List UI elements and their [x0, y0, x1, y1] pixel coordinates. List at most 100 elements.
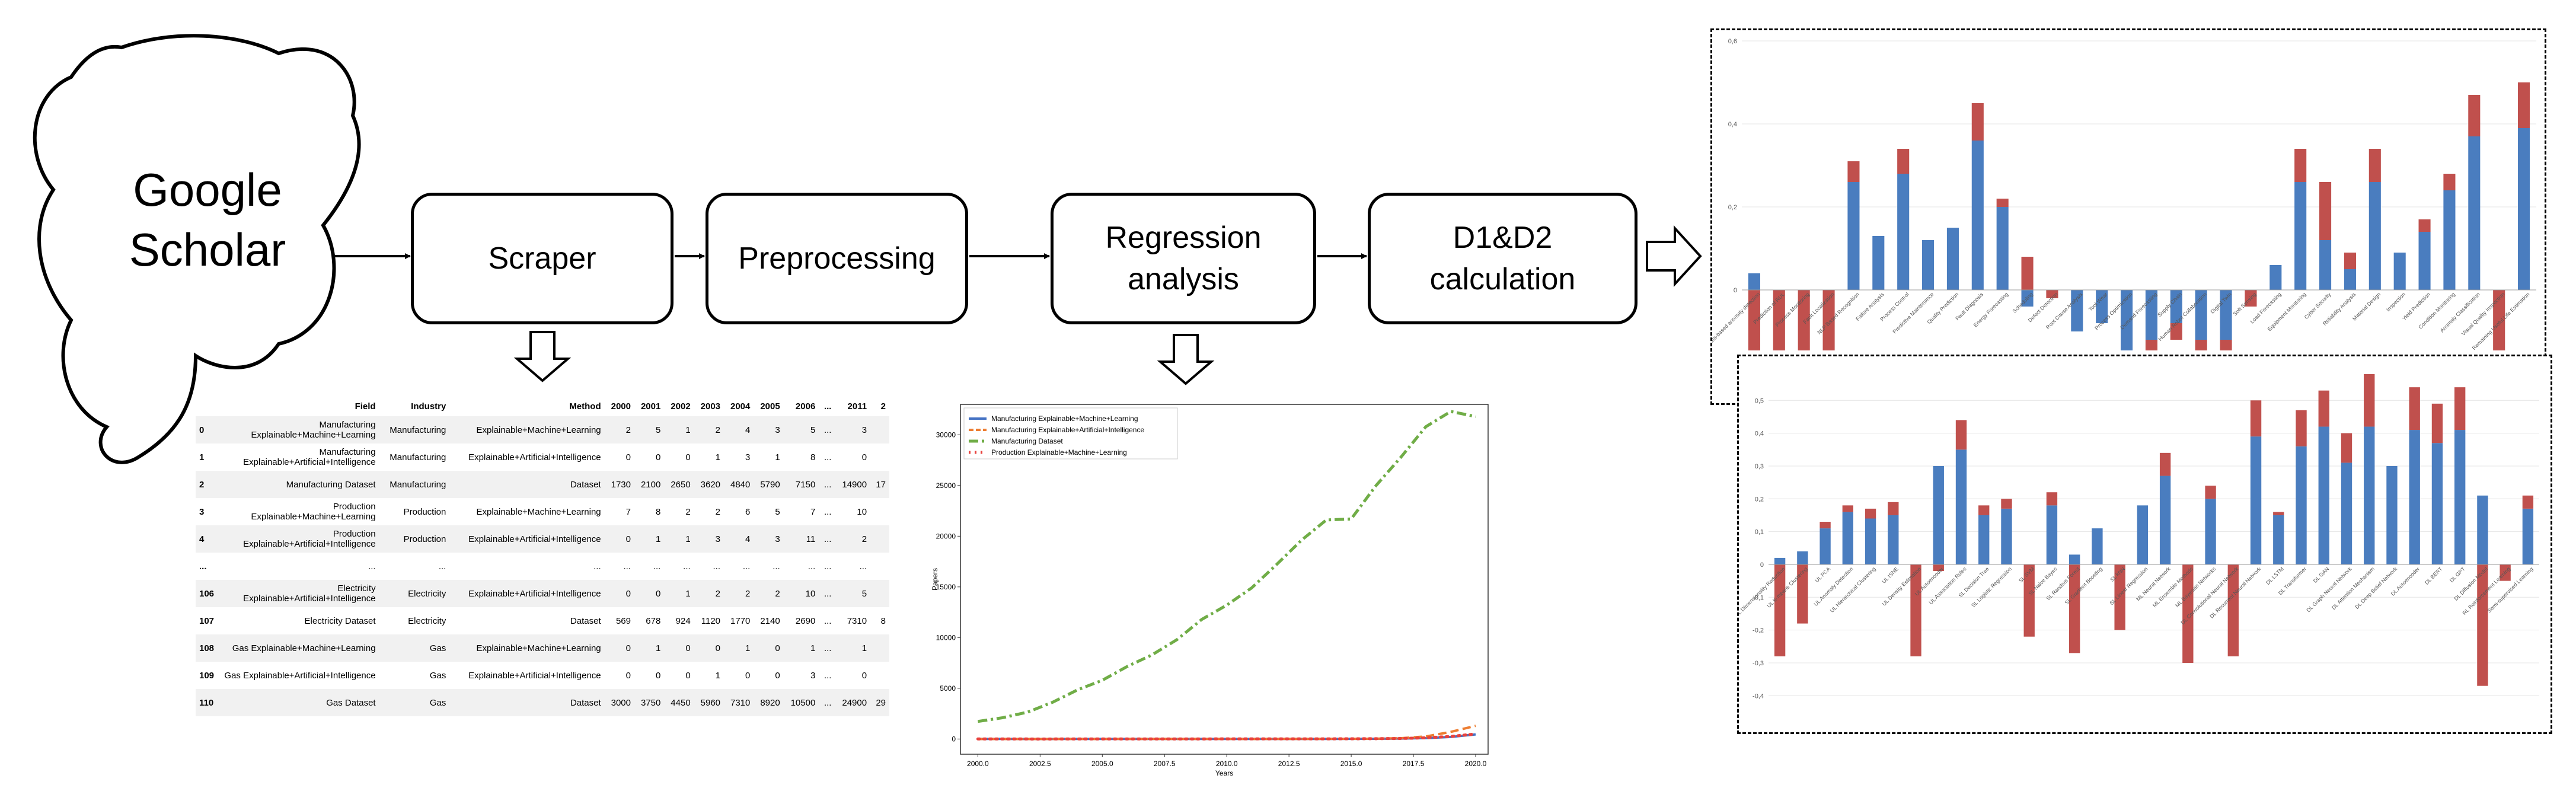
y-tick-label: 30000 [936, 430, 956, 439]
table-cell: 0 [625, 670, 631, 681]
table-cell: 2 [685, 506, 691, 517]
table-cell: 4840 [724, 471, 754, 498]
bar-d1 [1971, 141, 1984, 290]
bar-d1 [2159, 476, 2171, 564]
table-cell: 1120 [701, 615, 721, 626]
table-cell: 2 [604, 416, 634, 444]
bar-d1 [2368, 182, 2381, 290]
scraper-label: Scraper [488, 241, 596, 276]
bar-d2 [2418, 219, 2431, 232]
bar-d2 [2046, 290, 2058, 298]
table-cell: Manufacturing [390, 452, 446, 462]
d-chart-top: 0,60,40,20-0,2Data-based anomaly detecti… [1712, 38, 2536, 350]
table-cell: 2 [754, 580, 784, 607]
table-header-cell: 2003 [700, 401, 721, 411]
bar-d1 [2318, 426, 2329, 564]
d1d2-box: D1&D2 calculation [1368, 193, 1637, 324]
table-header-cell: 2006 [795, 401, 816, 411]
bar-d2 [1773, 290, 1785, 350]
table-cell: 2100 [634, 471, 665, 498]
table-cell: ... [683, 561, 691, 572]
bar-d2 [2195, 340, 2207, 350]
bar-category-label: UL tSNE [1881, 566, 1900, 585]
table-cell: Gas Explainable+Artificial+Intelligence [224, 670, 376, 681]
bar-d2 [2344, 253, 2356, 269]
table-cell: ... [807, 561, 816, 572]
cloud-line1: Google [133, 164, 282, 216]
bar-d2 [1978, 505, 1990, 515]
table-header-cell: ... [823, 401, 832, 411]
table-cell: ... [593, 561, 601, 572]
table-cell: 3 [754, 416, 784, 444]
bar-d1 [1897, 174, 1910, 290]
table-row: 1 Manufacturing Explainable+Artificial+In… [196, 444, 889, 471]
table-cell: Production [379, 525, 450, 553]
bar-d1 [1978, 515, 1990, 564]
x-axis-label: Years [1215, 769, 1233, 777]
table-cell: 0 [694, 634, 724, 662]
table-cell: 29 [870, 689, 889, 716]
d1d2-label-line2: calculation [1429, 262, 1576, 296]
bar-d1 [1933, 465, 1944, 564]
table-cell: 0 [625, 452, 631, 462]
bar-category-label: DL Graph Neural Network [2306, 566, 2353, 613]
table-cell: Electricity [408, 615, 446, 626]
table-cell: 17 [870, 471, 889, 498]
table-cell: Electricity Explainable+Artificial+Intel… [220, 580, 379, 607]
table-cell: 5 [775, 506, 780, 517]
table-cell: 3620 [694, 471, 724, 498]
y-tick-label: 0,4 [1755, 430, 1764, 438]
table-cell: ... [653, 561, 661, 572]
y-tick-label: 15000 [936, 583, 956, 591]
bar-d2 [2273, 512, 2284, 515]
bar-d2 [2493, 290, 2505, 350]
table-cell: 5 [634, 416, 665, 444]
table-cell: 8 [810, 452, 816, 462]
legend-label: Manufacturing Dataset [991, 437, 1063, 445]
table-cell: Manufacturing [379, 471, 450, 498]
bar-d2 [2023, 564, 2035, 637]
table-cell: 10500 [783, 689, 819, 716]
row-index: 110 [196, 689, 221, 716]
table-cell: 5960 [694, 689, 724, 716]
bar-d1 [1888, 515, 1899, 564]
bar-d1 [1774, 557, 1786, 564]
x-tick-label: 2010.0 [1216, 760, 1238, 768]
table-header-cell: 2000 [611, 401, 631, 411]
table-cell: 8 [655, 506, 661, 517]
legend-label: Manufacturing Explainable+Machine+Learni… [991, 414, 1138, 423]
bar-d1 [2409, 430, 2420, 564]
table-cell: 10 [857, 506, 867, 517]
bar-category-label: UL Hierarchical Clustering [1829, 566, 1877, 614]
bar-d1 [2205, 499, 2216, 564]
bar-d2 [2227, 564, 2239, 656]
bar-category-label: UL Anomaly Detection [1813, 566, 1854, 607]
table-cell: 0 [754, 634, 784, 662]
table-cell: 0 [664, 634, 694, 662]
y-tick-label: -0,4 [1753, 693, 1764, 700]
table-cell: 8920 [754, 689, 784, 716]
table-header-cell: 2005 [760, 401, 780, 411]
bar-d1 [2341, 462, 2352, 564]
table-cell: Dataset [449, 471, 605, 498]
table-row: ....................................... [196, 553, 889, 580]
bar-d1 [1797, 551, 1808, 564]
table-header-cell: 2004 [730, 401, 751, 411]
table-cell: ... [823, 561, 832, 572]
table-cell: Gas [379, 634, 450, 662]
table-cell: 1 [664, 580, 694, 607]
table-cell: Gas Explainable+Machine+Learning [220, 634, 379, 662]
table-cell: Manufacturing Explainable+Machine+Learni… [220, 416, 379, 444]
bar-category-label: DL Deep Belief Network [2354, 566, 2398, 610]
bar-d2 [1798, 290, 1810, 350]
table-cell: 3 [754, 525, 784, 553]
bar-d1 [1842, 512, 1853, 564]
row-index: 2 [196, 471, 221, 498]
bar-d1 [1955, 449, 1967, 564]
bar-d2 [1847, 161, 1860, 182]
bar-d2 [1822, 290, 1835, 350]
table-cell: 5 [835, 580, 871, 607]
y-axis-label: Papers [931, 568, 939, 591]
table-cell: 2 [715, 506, 721, 517]
table-cell: 24900 [835, 689, 871, 716]
